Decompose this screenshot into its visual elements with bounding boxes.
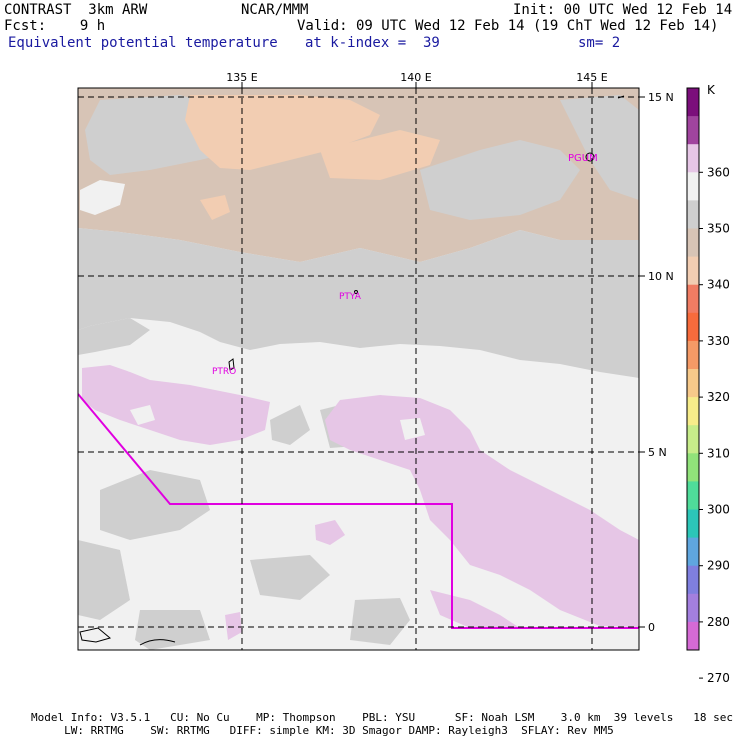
colorbar-swatch — [687, 369, 699, 398]
field-name: Equivalent potential temperature — [8, 35, 278, 51]
colorbar-tick-label: 300 — [707, 503, 730, 517]
colorbar-labels: 360 350 340 330 320 310 300 290 280 270 — [699, 165, 730, 685]
colorbar-swatch — [687, 593, 699, 623]
colorbar — [687, 88, 699, 651]
colorbar-swatch — [687, 509, 699, 539]
colorbar-swatch — [687, 200, 699, 229]
station-label-ptro: PTRO — [212, 367, 236, 377]
model-info-line2: LW: RRTMG SW: RRTMG DIFF: simple KM: 3D … — [31, 724, 614, 737]
level-label: at k-index = 39 — [305, 35, 440, 51]
lon-label-140: 140 E — [400, 71, 431, 84]
colorbar-swatch — [687, 565, 699, 595]
colorbar-tick-label: 360 — [707, 165, 730, 179]
model-info-line1: Model Info: V3.5.1 CU: No Cu MP: Thompso… — [31, 711, 733, 724]
forecast-hour: Fcst: 9 h — [4, 18, 106, 34]
colorbar-swatch — [687, 537, 699, 567]
theta-e-field — [78, 88, 639, 650]
colorbar-swatch — [687, 88, 699, 117]
colorbar-swatch — [687, 256, 699, 286]
colorbar-swatch — [687, 228, 699, 258]
colorbar-swatch — [687, 340, 699, 370]
colorbar-swatch — [687, 312, 699, 342]
colorbar-swatch — [687, 172, 699, 201]
colorbar-swatch — [687, 144, 699, 173]
lat-label-5n: 5 N — [648, 446, 667, 459]
colorbar-unit: K — [707, 83, 716, 97]
colorbar-tick-label: 290 — [707, 559, 730, 573]
institution-label: NCAR/MMM — [241, 2, 309, 18]
colorbar-tick-label: 310 — [707, 446, 730, 460]
colorbar-swatch — [687, 116, 699, 145]
graticule — [78, 88, 639, 650]
colorbar-swatch — [687, 284, 699, 314]
colorbar-tick-label: 340 — [707, 278, 730, 292]
colorbar-frame — [686, 87, 700, 651]
lon-label-145: 145 E — [576, 71, 607, 84]
map-frame — [77, 87, 640, 651]
lon-label-135: 135 E — [226, 71, 257, 84]
lat-label-15n: 15 N — [648, 91, 674, 104]
station-label-ptya: PTYA — [339, 292, 362, 302]
colorbar-tick-label: 320 — [707, 390, 730, 404]
valid-time: Valid: 09 UTC Wed 12 Feb 14 (19 ChT Wed … — [297, 18, 719, 34]
colorbar-swatch — [687, 397, 699, 426]
init-time: Init: 00 UTC Wed 12 Feb 14 — [513, 2, 733, 18]
colorbar-tick-label: 280 — [707, 615, 730, 629]
colorbar-tick-label: 270 — [707, 671, 730, 685]
model-title: CONTRAST 3km ARW — [4, 2, 148, 18]
smoothing-label: sm= 2 — [578, 35, 621, 51]
colorbar-swatch — [687, 453, 699, 482]
lat-label-10n: 10 N — [648, 270, 674, 283]
lat-label-equator: 0 — [648, 621, 655, 634]
colorbar-swatch — [687, 621, 699, 651]
colorbar-swatch — [687, 425, 699, 454]
colorbar-swatch — [687, 481, 699, 510]
colorbar-tick-label: 350 — [707, 222, 730, 236]
station-label-pgum: PGUM — [568, 153, 598, 164]
colorbar-tick-label: 330 — [707, 334, 730, 348]
